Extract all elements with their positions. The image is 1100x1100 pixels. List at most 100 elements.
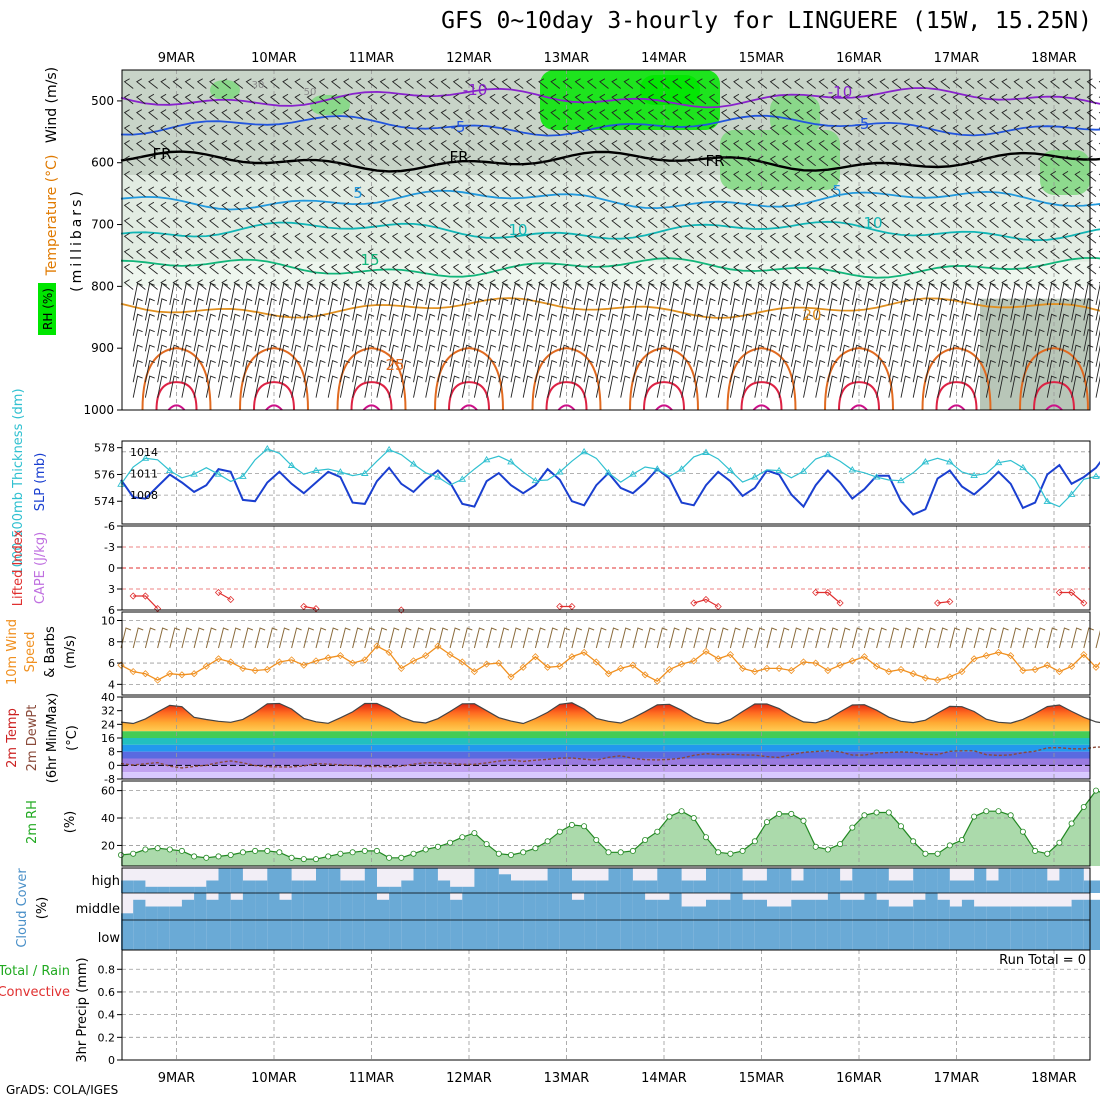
wind-barb (473, 329, 484, 352)
wind-barb (196, 93, 207, 105)
wind-barb (912, 282, 923, 305)
wind-barb (391, 155, 402, 167)
wind-barb (218, 375, 229, 398)
wind-barb (1062, 171, 1072, 182)
wind-barb (489, 78, 500, 89)
wind-barb (355, 263, 366, 275)
wind-barb (331, 171, 341, 182)
wind-barb (538, 93, 548, 105)
wind-barb (928, 232, 938, 244)
cloud-cover-bar (974, 868, 987, 893)
wind-barb (172, 279, 183, 290)
cloud-cover-bar (340, 920, 353, 950)
wind-speed-marker (860, 653, 868, 661)
wind-barb (668, 375, 679, 398)
wind-barb (583, 344, 594, 367)
wind-barb (855, 217, 865, 228)
wind-barb (193, 329, 204, 352)
wind-barb (839, 313, 850, 336)
wind-barb (181, 298, 192, 321)
wind-barb (1046, 359, 1057, 383)
wind-barb (656, 359, 667, 383)
cloud-cover-bar (547, 893, 560, 920)
wind-barb (976, 201, 987, 213)
wind-barb (608, 298, 619, 321)
wind-barb (586, 186, 597, 198)
wind-barb (903, 124, 914, 136)
wind-barb (599, 171, 609, 182)
cloud-cover-bar (840, 899, 853, 921)
wind-barb (973, 359, 984, 383)
wind-barb (781, 171, 792, 182)
cloud-cover-bar (693, 880, 706, 893)
wind-barb (294, 263, 305, 275)
wind-barb-10m (498, 627, 509, 649)
rh-marker (617, 849, 624, 856)
rh-marker (264, 847, 271, 854)
wind-barb (1050, 201, 1060, 213)
cloud-cover-bar (462, 920, 475, 950)
wind-barb (708, 263, 719, 275)
wind-barb (660, 93, 670, 105)
wind-barb (766, 344, 777, 367)
wind-barb (916, 232, 926, 244)
wind-barb (1025, 78, 1036, 89)
temperature-contour (120, 257, 1100, 279)
wind-barb-10m (425, 627, 436, 649)
wind-barb (839, 375, 850, 398)
rh-marker (824, 846, 831, 853)
wind-barb (794, 232, 804, 244)
wind-barb (842, 186, 853, 198)
wind-barb (973, 329, 984, 352)
wind-barb (721, 155, 731, 167)
wind-barb (952, 217, 963, 228)
wind-barb (562, 140, 573, 151)
y-tick-label: 576 (94, 468, 115, 481)
wind-barb (839, 359, 850, 383)
wind-barb (1013, 263, 1024, 275)
wind-barb (973, 344, 984, 367)
wind-barb (973, 282, 984, 305)
y-tick-label: 6 (108, 657, 115, 670)
wind-barb (230, 344, 241, 367)
wind-barb (647, 232, 658, 244)
wind-barb (912, 298, 923, 321)
wind-barb (985, 375, 996, 398)
contour-label: 15 (360, 251, 379, 269)
wind-barb (416, 93, 426, 105)
wind-barb (952, 93, 963, 105)
cloud-cover-bar (730, 893, 743, 920)
wind-barb (547, 313, 558, 336)
cloud-cover-bar (718, 920, 731, 950)
slp-marker (166, 466, 174, 474)
wind-barb (1025, 217, 1036, 228)
wind-barb (461, 282, 472, 305)
wind-barb (172, 171, 183, 182)
wind-barb-10m (352, 627, 363, 649)
wind-barb (608, 329, 619, 352)
wind-barb (282, 78, 292, 89)
cloud-cover-bar (242, 880, 256, 893)
wind-barb (1001, 155, 1011, 167)
wind-speed-marker (653, 677, 661, 685)
wind-barb (867, 263, 877, 275)
wind-barb (196, 263, 207, 275)
wind-barb (989, 232, 999, 244)
wind-barb (1071, 313, 1082, 336)
slp-marker (361, 469, 369, 476)
wind-barb (684, 263, 695, 275)
series-lifted-index (133, 591, 1085, 610)
wind-barb (538, 171, 548, 182)
wind-barb (425, 375, 436, 398)
wind-barb (599, 248, 609, 259)
wind-barb (196, 201, 207, 213)
wind-barb (586, 140, 597, 151)
wind-barb (413, 375, 424, 398)
cloud-cover-bar (608, 868, 621, 893)
wind-barb (160, 186, 171, 198)
wind-barb (1071, 375, 1082, 398)
wind-barb (815, 359, 826, 383)
wind-barb (1013, 155, 1024, 167)
wind-barb (1062, 78, 1072, 89)
wind-barb (364, 282, 375, 305)
